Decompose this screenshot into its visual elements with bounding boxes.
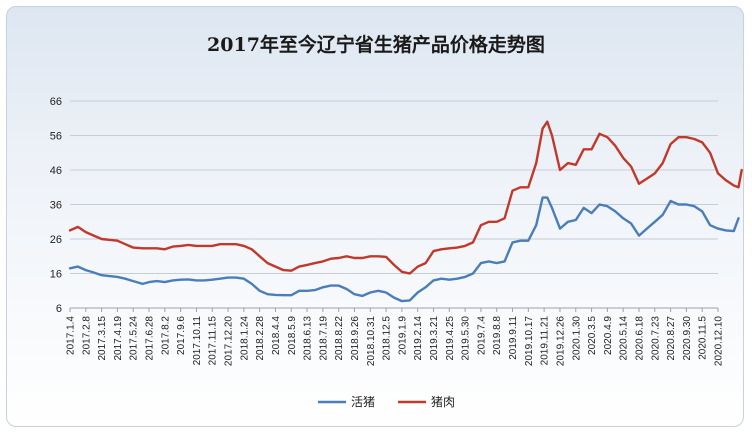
chart-title: 2017年至今辽宁省生猪产品价格走势图 [207, 34, 545, 56]
x-tick-label: 2020.3.5 [587, 316, 598, 355]
x-tick-label: 2020.5.14 [619, 316, 630, 361]
x-tick-label: 2020.11.5 [698, 316, 709, 360]
x-tick-label: 2018.6.13 [303, 316, 314, 361]
x-tick-label: 2019.7.4 [476, 316, 487, 355]
x-tick-label: 2017.6.28 [145, 316, 156, 361]
x-tick-label: 2017.8.2 [160, 316, 171, 355]
x-tick-label: 2018.10.31 [366, 316, 377, 366]
y-tick-label: 26 [50, 234, 62, 246]
x-tick-label: 2017.9.6 [176, 316, 187, 355]
x-tick-label: 2017.5.24 [129, 316, 140, 361]
x-tick-label: 2019.1.9 [397, 316, 408, 355]
x-tick-label: 2020.6.18 [634, 316, 645, 361]
x-tick-label: 2019.5.30 [461, 316, 472, 361]
y-tick-label: 16 [50, 269, 62, 281]
x-tick-label: 2020.9.30 [682, 316, 693, 361]
x-tick-label: 2020.7.23 [650, 316, 661, 361]
x-tick-label: 2017.10.11 [192, 316, 203, 366]
x-tick-label: 2020.4.9 [603, 316, 614, 355]
x-tick-label: 2018.8.22 [334, 316, 345, 361]
series-lines [68, 120, 743, 303]
x-tick-label: 2019.9.11 [508, 316, 519, 360]
series-line-1 [68, 120, 743, 275]
series-line-0 [68, 196, 740, 303]
x-tick-label: 2019.12.26 [555, 316, 566, 366]
x-tick-label: 2017.3.15 [97, 316, 108, 361]
x-tick-label: 2017.12.20 [224, 316, 235, 366]
x-tick-label: 2019.11.21 [540, 316, 551, 366]
x-tick-label: 2018.2.28 [255, 316, 266, 361]
x-tick-label: 2020.1.30 [571, 316, 582, 361]
x-tick-label: 2017.1.4 [66, 316, 77, 355]
legend: 活猪 猪肉 [318, 395, 455, 409]
y-tick-label: 56 [50, 131, 62, 143]
x-tick-label: 2018.1.24 [239, 316, 250, 361]
y-tick-label: 66 [50, 96, 62, 108]
x-tick-label: 2018.7.19 [318, 316, 329, 361]
y-axis-ticks: 6 16 26 36 46 56 66 [50, 96, 62, 315]
x-tick-label: 2018.5.9 [287, 316, 298, 355]
x-tick-label: 2019.2.14 [413, 316, 424, 361]
x-tick-label: 2020.12.10 [714, 316, 725, 366]
x-axis-ticks: 2017.1.4 2017.2.8 2017.3.15 2017.4.19 2017.5… [66, 308, 725, 366]
x-tick-label: 2019.4.25 [445, 316, 456, 361]
legend-label: 猪肉 [431, 395, 455, 409]
y-tick-label: 46 [50, 165, 62, 177]
x-tick-label: 2019.10.17 [524, 316, 535, 366]
legend-label: 活猪 [351, 395, 375, 409]
grid-lines [70, 100, 718, 309]
y-tick-label: 36 [50, 200, 62, 212]
x-tick-label: 2019.3.21 [429, 316, 440, 361]
x-tick-label: 2017.4.19 [113, 316, 124, 361]
x-tick-label: 2018.9.26 [350, 316, 361, 361]
x-tick-label: 2018.12.5 [382, 316, 393, 361]
x-tick-label: 2020.8.27 [666, 316, 677, 361]
x-tick-label: 2019.8.8 [492, 316, 503, 355]
x-tick-label: 2017.11.15 [208, 316, 219, 366]
y-tick-label: 6 [56, 303, 62, 315]
x-tick-label: 2017.2.8 [81, 316, 92, 355]
x-tick-label: 2018.4.4 [271, 316, 282, 355]
